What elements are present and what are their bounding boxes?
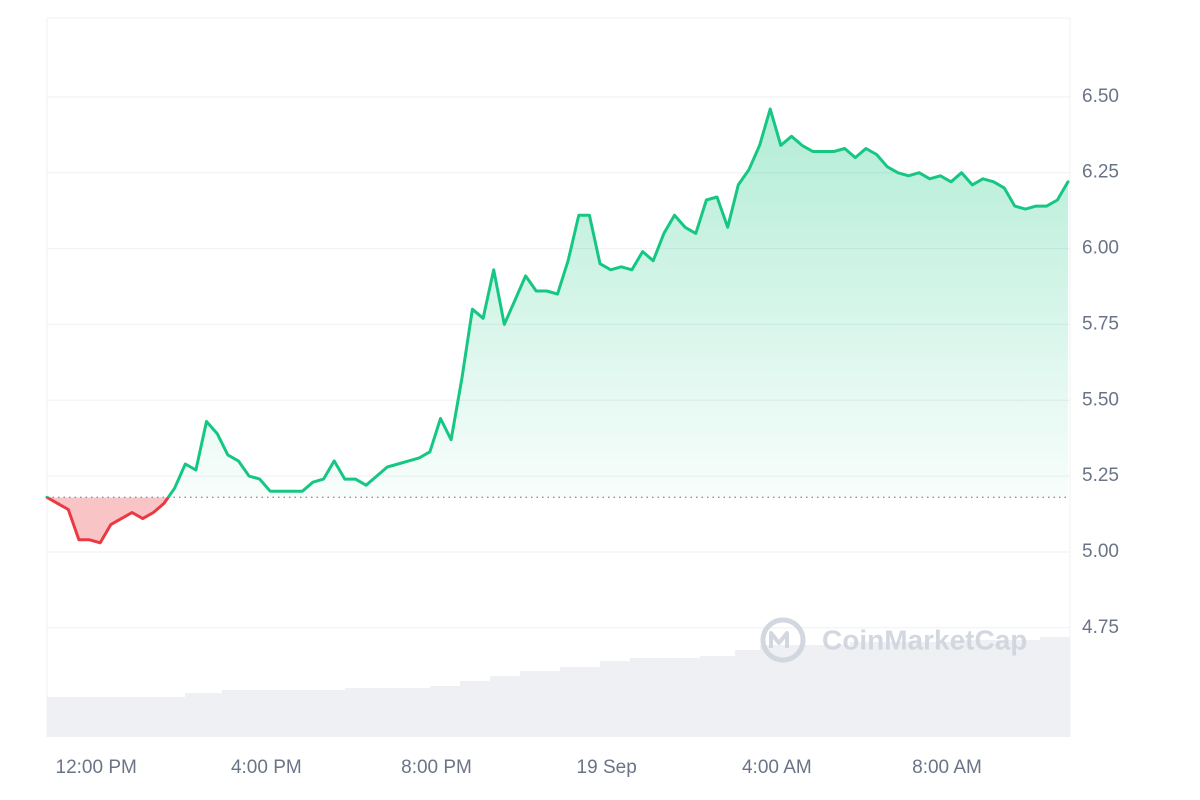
price-line bbox=[45, 107, 1070, 545]
x-tick-label: 4:00 PM bbox=[231, 757, 302, 778]
y-tick-label: 5.25 bbox=[1082, 465, 1119, 486]
y-tick-label: 5.50 bbox=[1082, 389, 1119, 410]
area bbox=[47, 109, 1068, 543]
x-tick-label: 19 Sep bbox=[577, 757, 637, 778]
y-tick-label: 6.50 bbox=[1082, 86, 1119, 107]
y-tick-label: 5.00 bbox=[1082, 541, 1119, 562]
x-tick-label: 4:00 AM bbox=[742, 757, 812, 778]
y-tick-label: 4.75 bbox=[1082, 617, 1119, 638]
watermark: CoinMarketCap bbox=[760, 617, 1027, 663]
y-tick-label: 5.75 bbox=[1082, 313, 1119, 334]
y-tick-label: 6.25 bbox=[1082, 162, 1119, 183]
watermark-logo bbox=[769, 631, 789, 648]
x-tick-label: 8:00 PM bbox=[401, 757, 472, 778]
x-tick-label: 8:00 AM bbox=[912, 757, 982, 778]
y-tick-label: 6.00 bbox=[1082, 238, 1119, 259]
watermark-text: CoinMarketCap bbox=[822, 624, 1027, 655]
x-tick-label: 12:00 PM bbox=[56, 757, 137, 778]
watermark-logo bbox=[760, 617, 806, 663]
volume-area bbox=[47, 637, 1070, 737]
